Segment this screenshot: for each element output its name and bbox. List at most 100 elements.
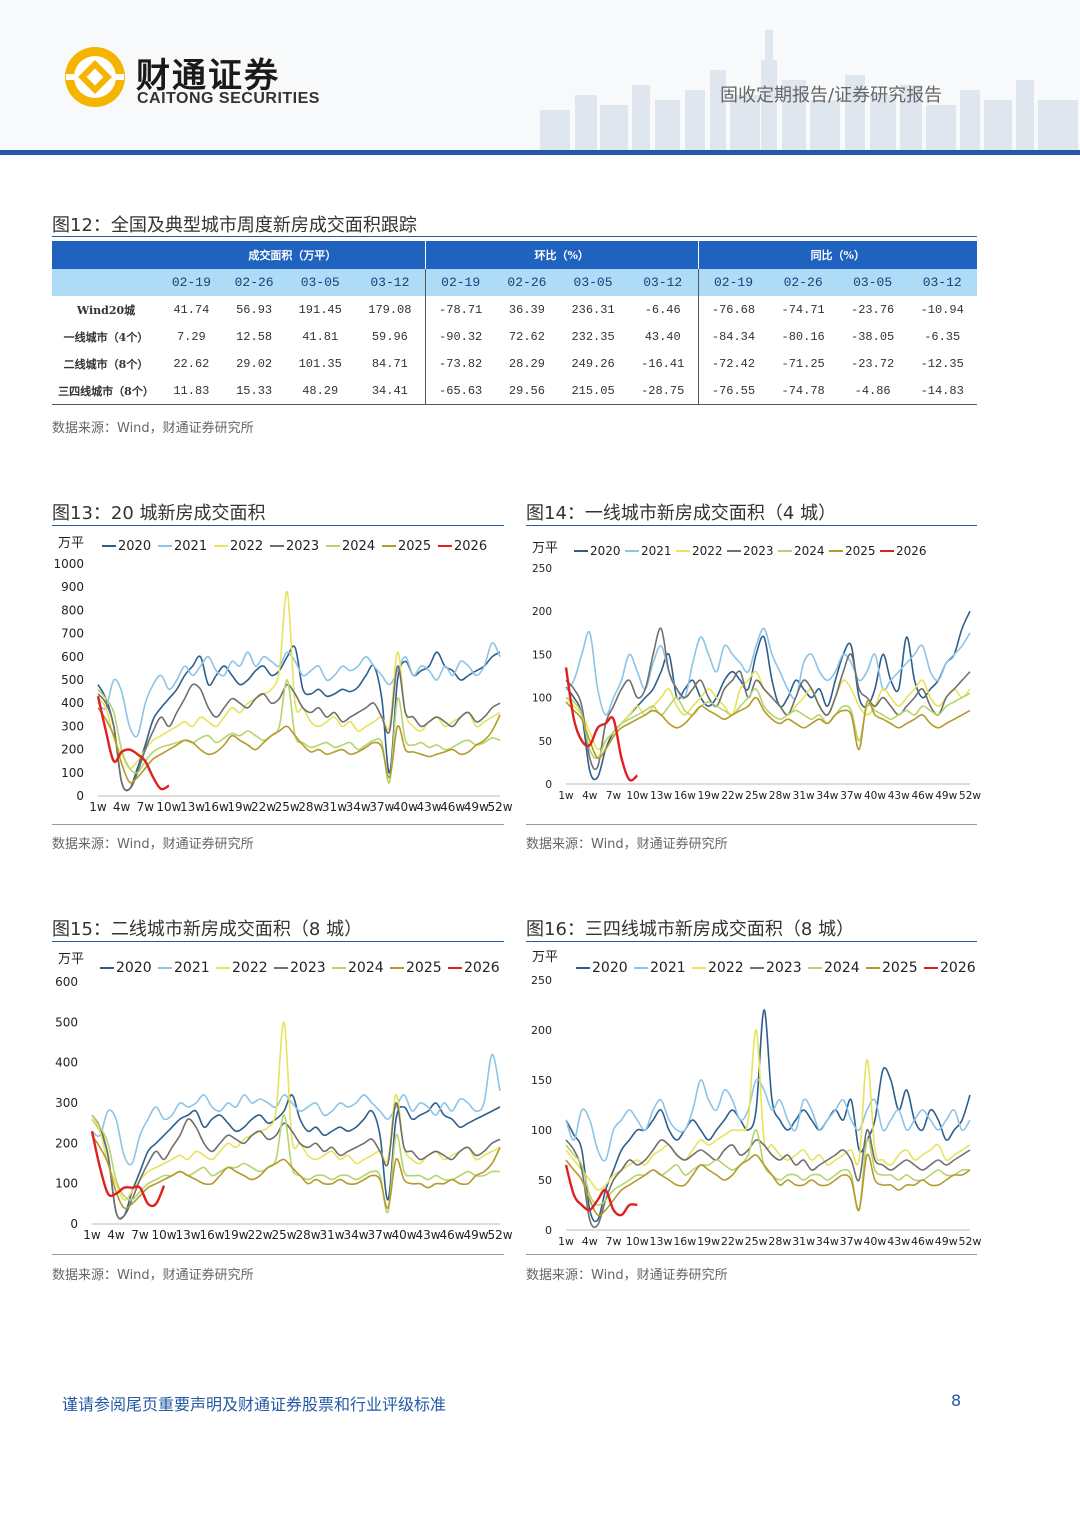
- table-cell: 249.26: [571, 356, 615, 371]
- x-tick-label: 43w: [888, 790, 910, 802]
- fig13-chart: 万平 0 100 200 300 400 500 600 700 800 900 1000 1w 4w 7w…: [53, 536, 512, 814]
- series-line-2021: [565, 1078, 971, 1162]
- y-unit-label: 万平: [532, 541, 558, 556]
- table-corner-cell: [52, 269, 160, 296]
- table-cell: -6.46: [644, 302, 681, 317]
- fig16-bottom-rule: [526, 1254, 977, 1255]
- legend-label-2020: 2020: [118, 539, 151, 554]
- table-cell: -65.63: [424, 377, 496, 405]
- y-tick-label: 300: [55, 1096, 78, 1110]
- legend-label-2021: 2021: [174, 539, 207, 554]
- table-cell: -76.55: [697, 377, 769, 405]
- table-cell: 36.39: [508, 302, 545, 317]
- table-cell: -80.16: [781, 329, 825, 344]
- y-tick-label: 200: [61, 743, 84, 757]
- x-tick-label: 16w: [673, 1235, 696, 1248]
- series-line-2025: [565, 1153, 971, 1217]
- y-tick-label: 800: [61, 603, 84, 617]
- table-row: 三四线城市（8个） 11.83 15.33 48.29 34.41 -65.63…: [52, 377, 977, 405]
- x-tick-label: 49w: [935, 1235, 958, 1248]
- row-label: 二线城市（8个）: [63, 357, 149, 371]
- date-header: 03-05: [558, 269, 628, 296]
- date-header: 02-19: [697, 269, 769, 296]
- date-header: 02-26: [495, 269, 559, 296]
- table-cell: -78.71: [424, 296, 496, 323]
- date-header: 02-26: [222, 269, 286, 296]
- table-cell: 28.29: [508, 356, 545, 371]
- table-row: 二线城市（8个） 22.62 29.02 101.35 84.71 -73.82…: [52, 350, 977, 377]
- table-date-header-row: 02-19 02-26 03-05 03-12 02-19 02-26 03-0…: [52, 269, 977, 296]
- y-tick-label: 100: [55, 1177, 78, 1191]
- date-header: 02-19: [160, 269, 223, 296]
- legend-label-2025: 2025: [882, 960, 918, 976]
- y-tick-label: 250: [532, 563, 552, 575]
- brand-name-cn: 财通证券: [136, 56, 280, 96]
- table-cell: 15.33: [222, 377, 286, 405]
- fig14-title: 图14：一线城市新房成交面积（4 城）: [526, 503, 837, 524]
- table-cell: -84.34: [697, 323, 769, 350]
- table-cell: 72.62: [508, 329, 545, 344]
- x-tick-label: 22w: [251, 800, 276, 814]
- legend-label-2026: 2026: [454, 539, 487, 554]
- legend-label-2026: 2026: [940, 960, 976, 976]
- header-divider: [0, 150, 1080, 155]
- series-line-2021: [565, 627, 971, 716]
- x-tick-label: 19w: [223, 1228, 248, 1242]
- legend-label-2024: 2024: [348, 960, 384, 976]
- x-tick-label: 1w: [558, 790, 574, 802]
- table-cell: 41.74: [173, 302, 210, 317]
- table-cell: 59.96: [371, 329, 408, 344]
- x-tick-label: 1w: [89, 800, 107, 814]
- table-cell: 191.45: [298, 302, 342, 317]
- table-cell: 7.29: [176, 329, 206, 344]
- legend-label-2023: 2023: [743, 544, 774, 558]
- table-row: Wind20城 41.74 56.93 191.45 179.08 -78.71…: [52, 296, 977, 323]
- table-cell: 236.31: [571, 302, 615, 317]
- table-cell: -76.68: [697, 296, 769, 323]
- y-tick-label: 700: [61, 627, 84, 641]
- table-group-header-row: 成交面积（万平） 环比（%） 同比（%）: [52, 241, 977, 269]
- x-tick-label: 16w: [674, 790, 696, 802]
- series-line-2026: [564, 1164, 638, 1217]
- fig14-chart: 万平 0 50 100 150 200 250 1w 4w 7w 10w 13w 16w 19w 22w 25…: [532, 541, 981, 802]
- y-tick-label: 50: [539, 736, 552, 748]
- x-tick-label: 19w: [697, 1235, 720, 1248]
- x-tick-label: 46w: [911, 790, 933, 802]
- series-line-2024: [91, 1114, 501, 1214]
- x-tick-label: 34w: [346, 800, 371, 814]
- y-tick-label: 100: [532, 693, 552, 705]
- y-tick-label: 250: [531, 974, 552, 987]
- x-tick-label: 4w: [107, 1228, 125, 1242]
- weekly-transaction-table: 成交面积（万平） 环比（%） 同比（%） 02-19 02-26 03-05 0…: [52, 241, 977, 405]
- table-cell: -73.82: [424, 350, 496, 377]
- legend-label-2021: 2021: [641, 544, 672, 558]
- date-header: 03-05: [285, 269, 355, 296]
- table-cell: -71.25: [781, 356, 825, 371]
- series-line-2020: [565, 1009, 971, 1223]
- y-tick-label: 0: [70, 1217, 78, 1231]
- fig13-bottom-rule: [52, 824, 504, 825]
- series-line-2020: [91, 1094, 501, 1220]
- y-tick-label: 200: [532, 606, 552, 618]
- report-header: 财通证券 CAITONG SECURITIES 固收定期报告/证券研究报告: [0, 0, 1080, 156]
- x-tick-label: 28w: [298, 800, 323, 814]
- y-tick-label: 600: [55, 975, 78, 989]
- report-type-label: 固收定期报告/证券研究报告: [720, 85, 943, 106]
- x-tick-label: 13w: [180, 800, 205, 814]
- table-cell: -10.94: [920, 302, 964, 317]
- date-header: 03-05: [837, 269, 908, 296]
- date-header: 03-12: [907, 269, 977, 296]
- x-tick-label: 37w: [840, 1235, 863, 1248]
- legend-label-2020: 2020: [116, 960, 152, 976]
- y-tick-label: 300: [61, 719, 84, 733]
- table-cell: 34.41: [354, 377, 426, 405]
- table-cell: 179.08: [368, 302, 412, 317]
- series-line-2021: [97, 642, 501, 738]
- x-tick-label: 1w: [83, 1228, 101, 1242]
- legend-label-2023: 2023: [286, 539, 319, 554]
- table-cell: 43.40: [644, 329, 681, 344]
- series-line-2020: [97, 645, 501, 792]
- x-tick-label: 4w: [582, 1235, 598, 1248]
- table-cell: -72.42: [697, 350, 769, 377]
